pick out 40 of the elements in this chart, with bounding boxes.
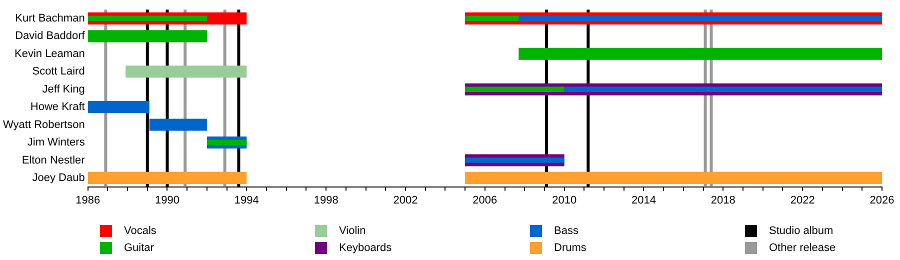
bar	[465, 16, 519, 22]
y-tick-label: Jeff King	[42, 83, 85, 96]
y-tick-label: Wyatt Robertson	[2, 118, 85, 131]
x-tick-label: 2018	[710, 194, 736, 206]
x-tick-label: 2014	[632, 194, 656, 206]
legend-label: Vocals	[124, 224, 156, 236]
legend-label: Guitar	[124, 242, 154, 254]
bar	[465, 172, 882, 184]
y-tick-label: Joey Daub	[32, 172, 85, 184]
x-tick-label: 1986	[76, 194, 100, 206]
bar	[149, 118, 207, 131]
x-tick-label: 2006	[472, 194, 498, 206]
x-tick-label: 1998	[314, 194, 338, 206]
x-tick-label: 2026	[870, 194, 894, 206]
bar	[88, 101, 150, 114]
bar	[564, 86, 882, 92]
legend-label: Studio album	[769, 224, 834, 236]
x-tick-label: 1990	[155, 194, 180, 206]
y-tick-label: Howe Kraft	[30, 101, 85, 114]
y-tick-label: Kevin Leaman	[14, 48, 85, 60]
bar	[126, 66, 247, 78]
x-tick-label: 1994	[234, 194, 259, 206]
bar	[518, 16, 882, 22]
y-tick-label: Scott Laird	[32, 66, 85, 78]
legend-label: Keyboards	[339, 242, 392, 254]
bar	[465, 86, 564, 92]
y-tick-label: David Baddorf	[15, 30, 86, 42]
bar	[206, 140, 247, 146]
y-tick-label: Kurt Bachman	[15, 12, 85, 24]
legend-label: Bass	[554, 224, 578, 236]
y-tick-label: Jim Winters	[27, 136, 86, 149]
y-tick-label: Elton Nestler	[22, 154, 86, 166]
x-tick-label: 2002	[393, 194, 418, 206]
legend-label: Drums	[554, 242, 586, 254]
bar	[88, 172, 247, 184]
x-tick-label: 2022	[790, 194, 815, 206]
legend-label: Other release	[769, 242, 836, 254]
bar	[88, 16, 207, 22]
x-tick-label: 2010	[552, 194, 577, 206]
legend-label: Violin	[339, 224, 366, 236]
